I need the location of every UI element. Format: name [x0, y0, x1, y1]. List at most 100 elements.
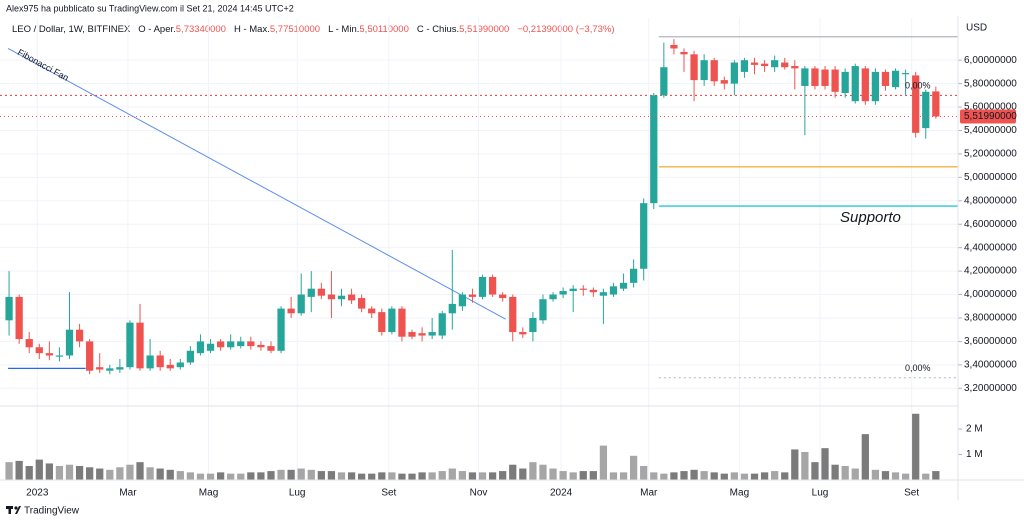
volume-bar [166, 469, 174, 480]
volume-bar [146, 467, 154, 480]
candle-body [166, 364, 174, 369]
candle-body [428, 332, 436, 336]
volume-bar [106, 469, 114, 480]
y-tick-label: 3,40000000 [964, 359, 1017, 370]
volume-bar [821, 448, 829, 480]
candle-body [347, 294, 356, 301]
y-tick-label: 5,80000000 [964, 78, 1017, 89]
volume-bar [559, 471, 567, 480]
volume-bar [398, 473, 406, 480]
candle-body [932, 91, 940, 117]
candle-body [579, 288, 587, 290]
volume-bar [317, 471, 325, 480]
candle-body [690, 54, 698, 81]
legend-close-label: C - Chius. [417, 24, 459, 35]
volume-bar [247, 472, 255, 480]
candle-body [398, 308, 406, 337]
candle-body [720, 80, 728, 84]
volume-bar [650, 472, 658, 480]
candle-body [730, 62, 738, 84]
y-tick-label: 4,40000000 [964, 242, 1017, 253]
y-tick-label: 5,60000000 [964, 102, 1017, 113]
candle-body [15, 296, 23, 340]
candle-body [549, 294, 557, 300]
legend-high: 5,77510000 [270, 24, 320, 35]
candle-body [750, 62, 759, 65]
candle-body [499, 294, 507, 299]
candle-body [771, 60, 779, 68]
candle-body [529, 317, 537, 333]
volume-bar [287, 469, 295, 480]
volume-bar [156, 468, 164, 480]
y-tick-label: 3,80000000 [964, 313, 1017, 324]
volume-bar [932, 471, 940, 480]
legend-open-label: O - Aper. [138, 24, 176, 35]
volume-bar [478, 472, 487, 480]
volume-bar [771, 471, 779, 480]
level-label: 0,00% [905, 81, 931, 91]
candle-body [277, 308, 285, 351]
volume-bar [539, 464, 547, 480]
volume-bar [922, 473, 930, 480]
legend-open: 5,73340000 [176, 24, 226, 35]
y-tick-label: 4,80000000 [964, 195, 1017, 206]
volume-bar [347, 472, 356, 480]
logo [6, 506, 21, 514]
candle-body [841, 71, 849, 93]
volume-bar [45, 463, 53, 480]
legend-symbol: LEO / Dollar, 1W, BITFINEX [12, 24, 131, 35]
volume-bar [257, 472, 265, 480]
y-tick-label: 4,20000000 [964, 266, 1017, 277]
candle-body [358, 298, 366, 309]
volume-bar [277, 469, 285, 480]
candle-body [307, 288, 315, 297]
candle-body [650, 95, 658, 204]
candle-body [368, 308, 376, 314]
volume-bar [529, 462, 537, 480]
candle-body [801, 68, 809, 86]
volume-tick-label: 1 M [966, 449, 983, 460]
candle-body [680, 51, 688, 55]
x-tick-label: Lug [289, 488, 306, 499]
candle-body [5, 296, 13, 321]
volume-bar [589, 471, 597, 480]
volume-bar [86, 467, 94, 480]
candle-body [297, 294, 305, 314]
volume-bar [801, 451, 809, 480]
volume-tick-label: 2 M [966, 424, 983, 435]
volume-bar [196, 473, 205, 480]
candle-body [700, 60, 708, 81]
candle-body [901, 73, 910, 75]
y-tick-label: 4,60000000 [964, 219, 1017, 230]
volume-bar [760, 472, 769, 480]
currency: USD [966, 23, 987, 34]
volume-bar [408, 473, 416, 480]
volume-bar [428, 472, 436, 480]
candle-body [740, 60, 749, 72]
volume-bar [358, 473, 366, 480]
header: Alex975 ha pubblicato su TradingView.com… [6, 3, 294, 13]
candle-body [116, 367, 124, 370]
candle-body [156, 355, 164, 368]
x-tick-label: 2023 [26, 488, 49, 499]
volume-bar [468, 472, 477, 480]
volume-bar [116, 467, 124, 480]
fibonacci-fan [7, 48, 506, 320]
candle-body [196, 341, 205, 354]
volume-bar [136, 462, 144, 480]
x-tick-label: Mar [640, 488, 658, 499]
y-tick-label: 4,00000000 [964, 289, 1017, 300]
candle-body [640, 203, 648, 269]
y-tick-label: 6,00000000 [964, 55, 1017, 66]
candle-body [126, 322, 134, 368]
volume-bar [579, 471, 587, 480]
candle-body [488, 276, 497, 295]
volume-bar [881, 471, 890, 480]
y-tick-label: 5,20000000 [964, 149, 1017, 160]
candle-body [35, 347, 43, 354]
volume-bar [186, 472, 195, 480]
volume-bar [307, 469, 315, 480]
candle-body [237, 341, 245, 347]
candle-body [791, 66, 799, 69]
